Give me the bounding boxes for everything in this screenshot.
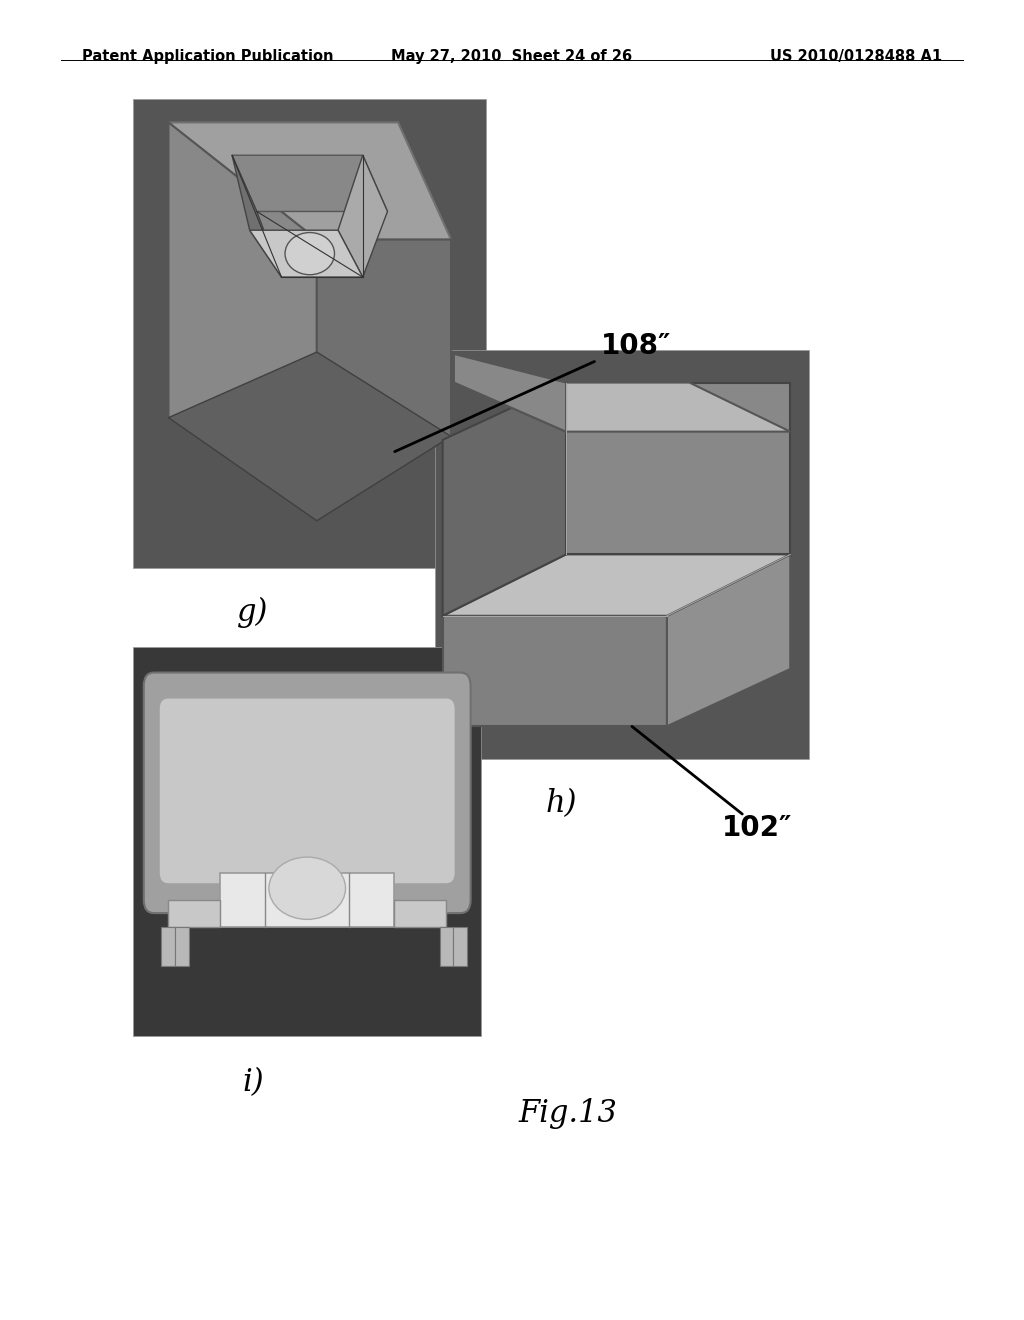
Polygon shape [168, 352, 451, 521]
Polygon shape [442, 615, 667, 726]
Ellipse shape [269, 857, 345, 919]
Text: 108″: 108″ [601, 331, 672, 360]
Bar [133, 647, 481, 1036]
Text: 102″: 102″ [722, 813, 793, 842]
Polygon shape [442, 383, 566, 615]
Bar [133, 99, 486, 568]
Text: Patent Application Publication: Patent Application Publication [82, 49, 334, 65]
Polygon shape [168, 900, 220, 927]
Text: May 27, 2010  Sheet 24 of 26: May 27, 2010 Sheet 24 of 26 [391, 49, 633, 65]
Polygon shape [566, 383, 791, 554]
Text: i): i) [242, 1067, 264, 1097]
Bar [220, 873, 394, 927]
Bar [454, 927, 467, 966]
Text: g): g) [238, 597, 268, 628]
Polygon shape [338, 156, 387, 277]
FancyBboxPatch shape [160, 698, 455, 883]
Bar [435, 350, 809, 759]
Text: Fig.13: Fig.13 [519, 1098, 617, 1129]
Bar [175, 927, 188, 966]
Polygon shape [316, 240, 451, 521]
Text: US 2010/0128488 A1: US 2010/0128488 A1 [770, 49, 942, 65]
Polygon shape [394, 900, 446, 927]
Bar [439, 927, 454, 966]
Polygon shape [232, 156, 282, 277]
Polygon shape [250, 230, 362, 277]
Polygon shape [454, 354, 566, 432]
Polygon shape [442, 554, 791, 615]
Polygon shape [454, 383, 791, 432]
Polygon shape [232, 156, 387, 211]
Polygon shape [168, 123, 451, 240]
Text: h): h) [546, 788, 577, 818]
Ellipse shape [285, 232, 335, 275]
FancyBboxPatch shape [143, 673, 471, 913]
Bar [161, 927, 175, 966]
Polygon shape [667, 554, 791, 726]
Polygon shape [168, 123, 316, 521]
